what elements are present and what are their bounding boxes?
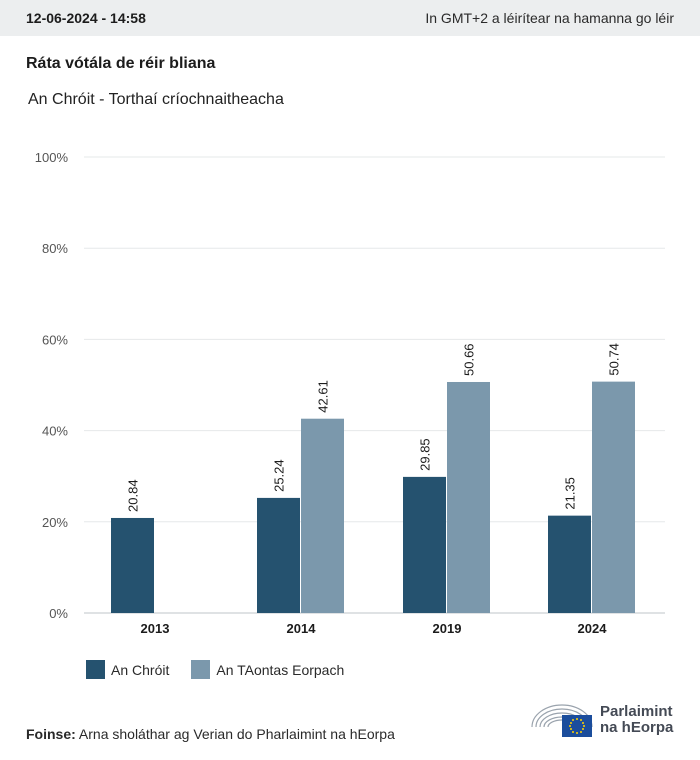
source-note: Foinse: Arna sholáthar ag Verian do Phar… (26, 726, 395, 742)
legend-item-series-1[interactable]: An Chróit (86, 660, 169, 679)
chart-title: Ráta vótála de réir bliana (26, 55, 216, 72)
chart-subtitle: An Chróit - Torthaí críochnaitheacha (28, 91, 284, 108)
source-text: Arna sholáthar ag Verian do Pharlaimint … (78, 726, 395, 742)
timezone-note: In GMT+2 a léirítear na hamanna go léir (425, 10, 674, 26)
x-tick-label: 2013 (141, 621, 170, 636)
y-tick-label: 80% (42, 241, 68, 256)
legend-label-series-1: An Chróit (111, 661, 170, 678)
data-label: 42.61 (316, 380, 331, 413)
legend-swatch-series-1 (86, 660, 105, 679)
parliament-hemicycle-icon (531, 704, 593, 737)
data-label: 50.66 (462, 343, 477, 376)
logo-line-1: Parlaimint (600, 703, 673, 720)
chart-legend: An Chróit An TAontas Eorpach (86, 660, 344, 679)
bar-series-1 (403, 476, 446, 613)
logo-text: Parlaimint na hEorpa (600, 704, 673, 736)
bar-series-1 (257, 497, 300, 613)
bar-chart: 0% 20% 40% 60% 80% 100% 2013 20.84 2014 25.24 42.6… (35, 150, 665, 636)
timestamp: 12-06-2024 - 14:58 (26, 10, 146, 26)
y-tick-label: 100% (35, 150, 69, 165)
bar-series-2 (447, 381, 490, 613)
data-label: 25.24 (272, 459, 287, 492)
data-label: 29.85 (418, 438, 433, 471)
legend-swatch-series-2 (191, 660, 211, 679)
data-label: 20.84 (126, 479, 141, 512)
x-tick-label: 2024 (578, 621, 608, 636)
y-tick-label: 20% (42, 515, 68, 530)
top-bar: 12-06-2024 - 14:58 In GMT+2 a léirítear … (0, 0, 700, 36)
legend-label-series-2: An TAontas Eorpach (216, 661, 345, 678)
bar-series-2 (592, 381, 635, 613)
logo-line-2: na hEorpa (600, 719, 674, 736)
source-label: Foinse: (26, 726, 76, 742)
legend-item-series-2[interactable]: An TAontas Eorpach (191, 660, 344, 679)
bar-series-1 (548, 515, 591, 613)
x-tick-label: 2014 (287, 621, 317, 636)
bar-series-1 (111, 517, 154, 613)
ep-logo: Parlaimint na hEorpa (530, 701, 673, 739)
y-tick-label: 0% (49, 606, 68, 621)
y-tick-label: 60% (42, 332, 68, 347)
bar-series-2 (301, 418, 344, 613)
data-label: 21.35 (563, 477, 578, 510)
y-tick-label: 40% (42, 424, 68, 439)
x-tick-label: 2019 (433, 621, 462, 636)
data-label: 50.74 (607, 343, 622, 376)
